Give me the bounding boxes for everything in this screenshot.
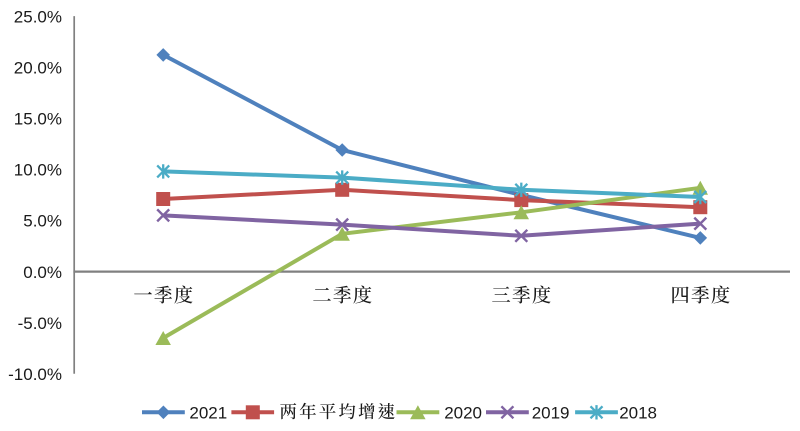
svg-text:2018: 2018 <box>619 404 657 423</box>
svg-text:5.0%: 5.0% <box>23 212 62 231</box>
svg-text:2021: 2021 <box>189 404 227 423</box>
svg-text:2019: 2019 <box>532 404 570 423</box>
svg-text:25.0%: 25.0% <box>14 7 62 26</box>
svg-text:2020: 2020 <box>444 404 482 423</box>
svg-text:15.0%: 15.0% <box>14 110 62 129</box>
svg-text:-10.0%: -10.0% <box>8 365 62 384</box>
svg-text:10.0%: 10.0% <box>14 161 62 180</box>
svg-text:20.0%: 20.0% <box>14 58 62 77</box>
svg-text:0.0%: 0.0% <box>23 263 62 282</box>
svg-text:-5.0%: -5.0% <box>18 314 62 333</box>
